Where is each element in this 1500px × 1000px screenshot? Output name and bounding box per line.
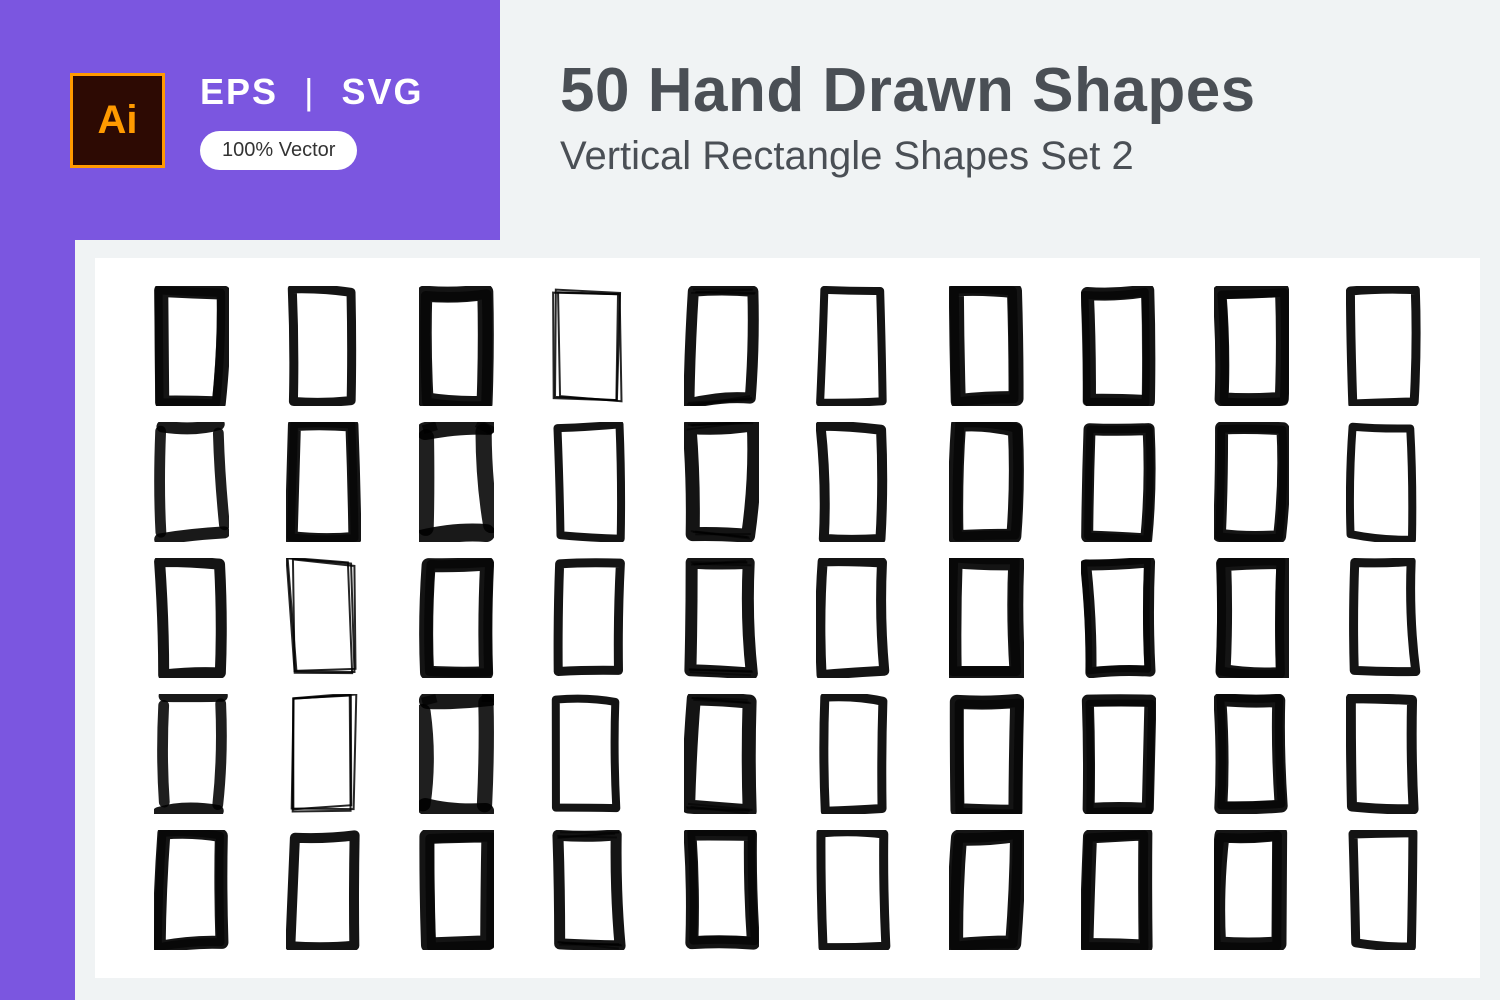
main-title: 50 Hand Drawn Shapes [560,55,1440,126]
rectangle-shape-icon [523,686,656,822]
rectangle-shape-icon [523,550,656,686]
rectangle-shape-icon [1318,686,1451,822]
rectangle-shape-icon [258,414,391,550]
rectangle-shape-icon [1185,414,1318,550]
rectangle-shape-icon [920,822,1053,958]
shapes-grid [95,258,1480,978]
subtitle: Vertical Rectangle Shapes Set 2 [560,134,1440,179]
rectangle-shape-icon [1318,822,1451,958]
rectangle-shape-icon [788,278,921,414]
rectangle-shape-icon [920,414,1053,550]
rectangle-shape-icon [1318,550,1451,686]
rectangle-shape-icon [1318,278,1451,414]
rectangle-shape-icon [1053,550,1186,686]
illustrator-badge-icon: Ai [70,73,165,168]
rectangle-shape-icon [125,550,258,686]
rectangle-shape-icon [390,822,523,958]
file-formats: EPS | SVG [200,71,423,113]
rectangle-shape-icon [920,686,1053,822]
rectangle-shape-icon [788,414,921,550]
rectangle-shape-icon [1053,822,1186,958]
rectangle-shape-icon [523,822,656,958]
rectangle-shape-icon [1185,550,1318,686]
rectangle-shape-icon [523,278,656,414]
format-divider: | [304,71,315,112]
rectangle-shape-icon [1053,414,1186,550]
rectangle-shape-icon [920,550,1053,686]
rectangle-shape-icon [1185,278,1318,414]
rectangle-shape-icon [125,414,258,550]
rectangle-shape-icon [1318,414,1451,550]
format-eps: EPS [200,71,278,112]
rectangle-shape-icon [655,550,788,686]
rectangle-shape-icon [258,278,391,414]
format-svg: SVG [341,71,423,112]
rectangle-shape-icon [258,822,391,958]
file-info: EPS | SVG 100% Vector [200,71,423,170]
ai-label: Ai [98,98,138,143]
rectangle-shape-icon [125,686,258,822]
rectangle-shape-icon [125,278,258,414]
rectangle-shape-icon [390,278,523,414]
rectangle-shape-icon [1053,278,1186,414]
rectangle-shape-icon [390,550,523,686]
rectangle-shape-icon [655,414,788,550]
rectangle-shape-icon [788,822,921,958]
rectangle-shape-icon [788,686,921,822]
vector-badge: 100% Vector [200,131,357,170]
rectangle-shape-icon [125,822,258,958]
right-panel: 50 Hand Drawn Shapes Vertical Rectangle … [500,0,1500,240]
rectangle-shape-icon [1185,822,1318,958]
header-bar: Ai EPS | SVG 100% Vector 50 Hand Drawn S… [0,0,1500,240]
rectangle-shape-icon [1185,686,1318,822]
rectangle-shape-icon [1053,686,1186,822]
rectangle-shape-icon [655,278,788,414]
rectangle-shape-icon [258,550,391,686]
rectangle-shape-icon [258,686,391,822]
rectangle-shape-icon [390,414,523,550]
rectangle-shape-icon [655,822,788,958]
purple-side-strip [0,240,75,1000]
rectangle-shape-icon [523,414,656,550]
rectangle-shape-icon [920,278,1053,414]
rectangle-shape-icon [655,686,788,822]
left-panel: Ai EPS | SVG 100% Vector [0,0,500,240]
rectangle-shape-icon [788,550,921,686]
rectangle-shape-icon [390,686,523,822]
